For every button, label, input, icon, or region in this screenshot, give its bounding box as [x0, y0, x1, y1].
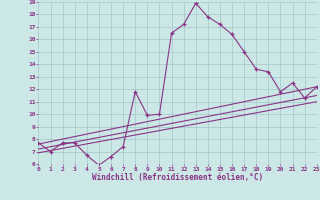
X-axis label: Windchill (Refroidissement éolien,°C): Windchill (Refroidissement éolien,°C) [92, 173, 263, 182]
